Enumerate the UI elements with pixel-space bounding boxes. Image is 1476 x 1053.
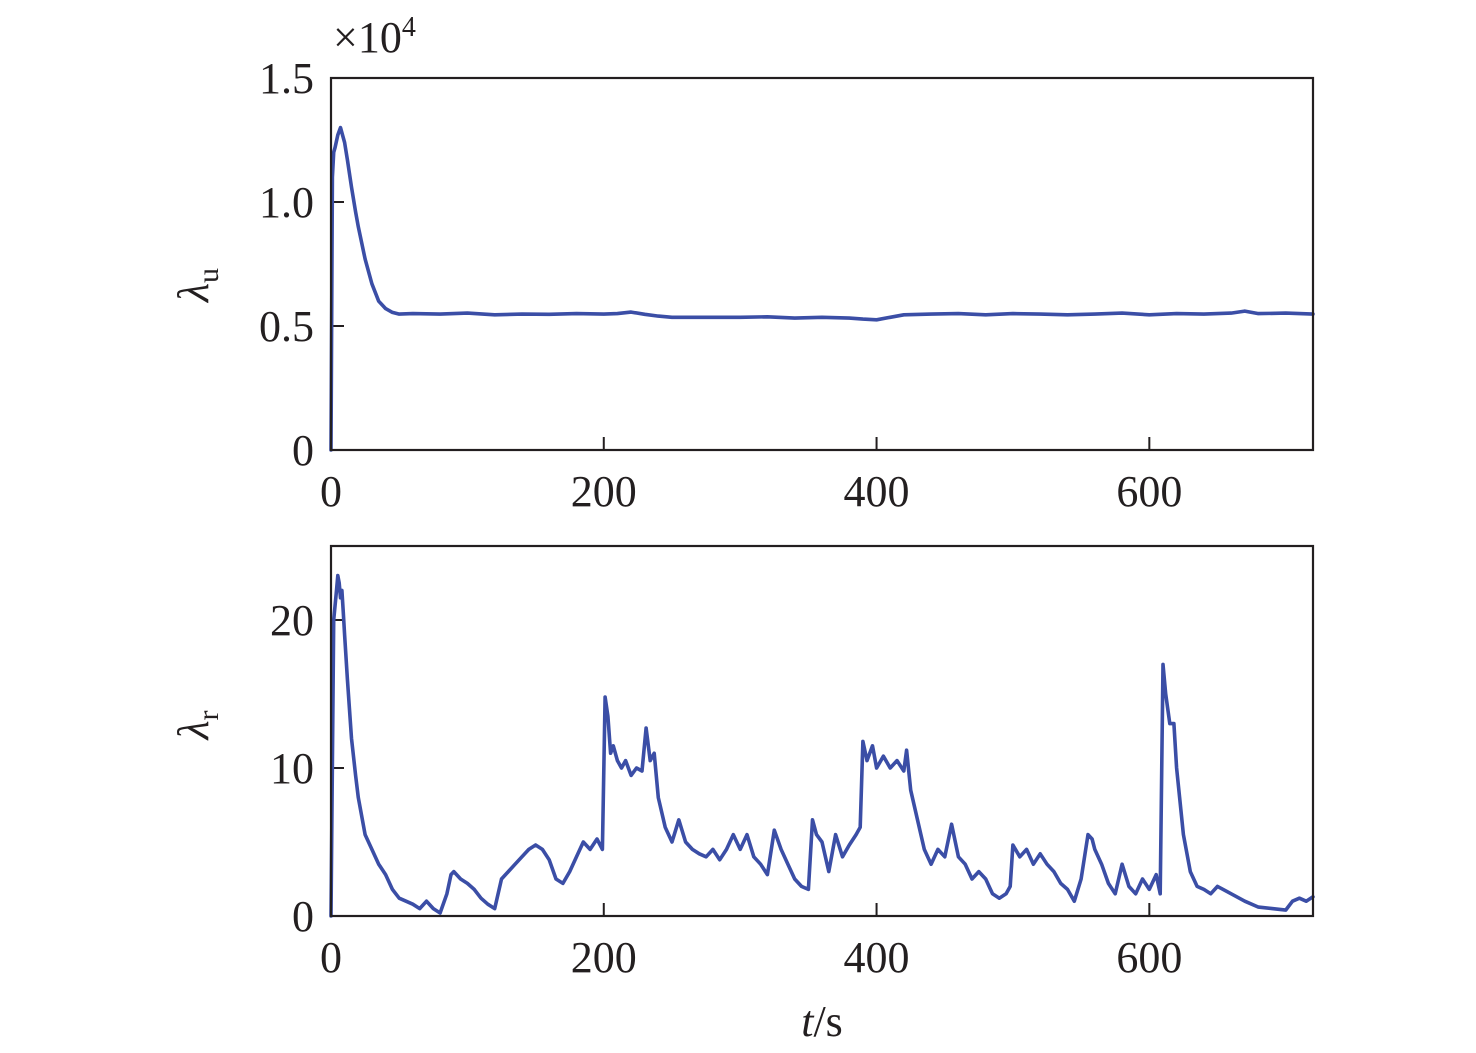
top-x-tick-label: 400 [844,467,910,516]
top-y-tick-label: 1.5 [259,54,314,103]
bottom-x-tick-label: 0 [320,933,342,982]
top-x-tick-label: 200 [571,467,637,516]
top-series-line [329,125,1315,452]
bottom-y-tick-label: 0 [292,892,314,941]
top-y-axis: 0 0.5 1.0 1.5 [259,54,344,475]
bottom-plot-frame [329,544,1315,918]
bottom-x-tick-label: 400 [844,933,910,982]
top-y-tick-label: 0 [292,426,314,475]
top-chart: ×104 0 0.5 1.0 1.5 0 200 400 600 λu [169,12,1315,516]
bottom-y-axis: 0 10 20 [270,596,344,941]
top-y-tick-label: 0.5 [259,302,314,351]
top-x-axis: 0 200 400 600 [320,437,1182,516]
bottom-series-line [329,573,1315,918]
top-multiplier: ×104 [333,12,416,62]
bottom-y-tick-label: 20 [270,596,314,645]
top-x-tick-label: 600 [1116,467,1182,516]
top-y-axis-label: λu [169,268,225,304]
bottom-x-axis: 0 200 400 600 [320,903,1182,982]
top-y-tick-label: 1.0 [259,178,314,227]
bottom-chart: 0 10 20 0 200 400 600 λr t/s [169,544,1315,1046]
bottom-y-axis-label: λr [169,710,225,741]
bottom-x-tick-label: 600 [1116,933,1182,982]
top-plot-frame [329,76,1315,452]
bottom-x-axis-label: t/s [801,997,843,1046]
bottom-x-tick-label: 200 [571,933,637,982]
bottom-y-tick-label: 10 [270,744,314,793]
top-x-tick-label: 0 [320,467,342,516]
